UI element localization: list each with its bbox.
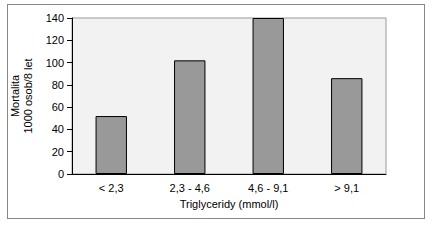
svg-text:40: 40 <box>52 123 64 135</box>
svg-text:120: 120 <box>46 34 64 46</box>
svg-text:20: 20 <box>52 146 64 158</box>
svg-text:< 2,3: < 2,3 <box>99 182 124 194</box>
svg-text:2,3 - 4,6: 2,3 - 4,6 <box>170 182 210 194</box>
svg-text:Triglyceridy (mmol/l): Triglyceridy (mmol/l) <box>180 198 279 210</box>
svg-text:4,6 - 9,1: 4,6 - 9,1 <box>248 182 288 194</box>
svg-text:1000 osob/8 let: 1000 osob/8 let <box>22 58 34 133</box>
svg-text:Mortalita: Mortalita <box>9 74 21 117</box>
svg-text:140: 140 <box>46 12 64 24</box>
svg-text:> 9,1: > 9,1 <box>334 182 359 194</box>
svg-text:60: 60 <box>52 101 64 113</box>
svg-text:0: 0 <box>58 168 64 180</box>
svg-text:100: 100 <box>46 57 64 69</box>
svg-text:80: 80 <box>52 79 64 91</box>
